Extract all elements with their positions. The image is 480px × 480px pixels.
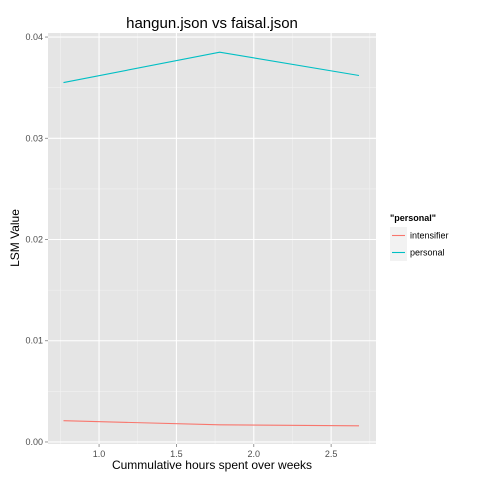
y-tick-label: 0.03	[25, 133, 43, 143]
grid-minor	[48, 33, 376, 444]
x-tick-label: 2.5	[325, 449, 338, 459]
legend-label-personal: personal	[410, 248, 445, 258]
x-tick-label: 1.5	[170, 449, 183, 459]
plot-panel	[48, 33, 376, 444]
grid-major	[48, 33, 376, 444]
x-tick-label: 2.0	[248, 449, 261, 459]
x-axis-label: Cummulative hours spent over weeks	[112, 458, 312, 472]
series-layer	[63, 51, 360, 427]
y-tick-label: 0.02	[25, 235, 43, 245]
y-axis-ticks: 0.00 0.01 0.02 0.03 0.04	[25, 32, 48, 447]
x-tick-label: 1.0	[93, 449, 106, 459]
y-tick-label: 0.04	[25, 32, 43, 42]
series-line-personal	[63, 51, 360, 84]
legend: "personal" intensifier personal	[390, 213, 449, 261]
y-tick-label: 0.00	[25, 437, 43, 447]
legend-title: "personal"	[390, 213, 436, 223]
y-tick-label: 0.01	[25, 336, 43, 346]
x-axis-ticks: 1.0 1.5 2.0 2.5	[93, 444, 338, 459]
y-axis-label: LSM Value	[8, 209, 22, 267]
series-line-intensifier	[63, 420, 360, 427]
chart-title: hangun.json vs faisal.json	[126, 15, 298, 32]
legend-label-intensifier: intensifier	[410, 231, 449, 241]
